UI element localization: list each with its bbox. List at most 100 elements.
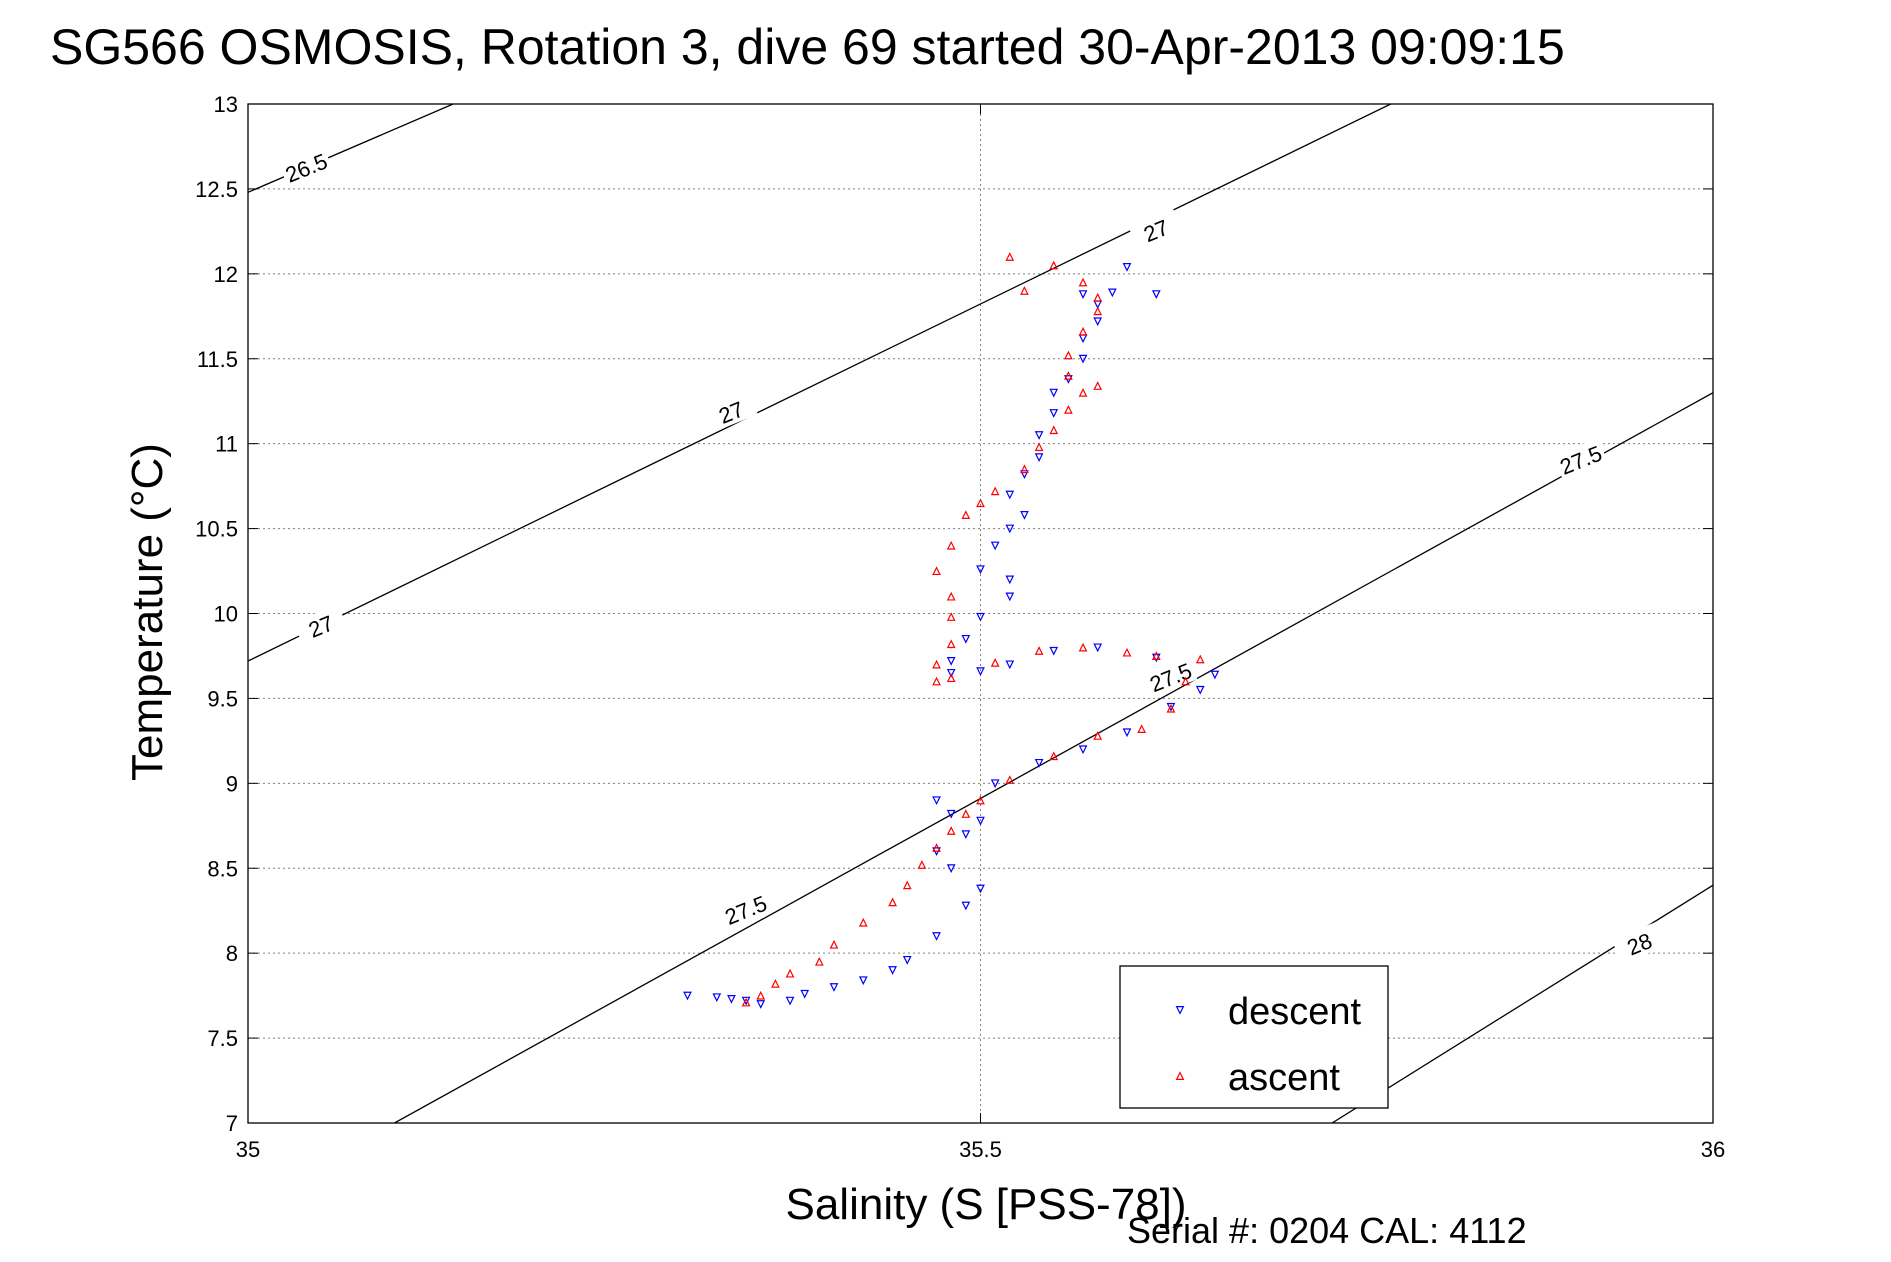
descent-point (712, 993, 722, 1003)
ascent-point (771, 978, 780, 988)
descent-point (932, 932, 941, 941)
serial-cal-footer: Serial #: 0204 CAL: 4112 (1127, 1210, 1527, 1251)
y-tick-label: 9.5 (207, 686, 238, 711)
ascent-point (785, 968, 795, 978)
descent-point (1195, 685, 1205, 695)
ascent-point (888, 897, 897, 907)
contour-line-26.5 (248, 104, 454, 193)
ascent-point (1093, 731, 1103, 740)
y-tick-label: 12.5 (195, 177, 238, 202)
ascent-point (1020, 464, 1029, 474)
ascent-point (741, 997, 751, 1007)
marker-group (683, 252, 1220, 1009)
contour-label-background (293, 604, 348, 647)
ascent-point (1064, 404, 1073, 414)
descent-point (1078, 745, 1088, 755)
y-tick-label: 8 (226, 941, 238, 966)
descent-point (1005, 660, 1015, 670)
descent-point (976, 816, 985, 826)
ascent-point (1049, 260, 1059, 270)
ascent-point (932, 843, 941, 852)
descent-point (976, 884, 985, 894)
legend-label-descent: descent (1228, 991, 1362, 1033)
ascent-point (946, 591, 956, 601)
descent-point (1005, 575, 1015, 585)
descent-point (1093, 643, 1103, 653)
descent-point (800, 989, 810, 999)
contour-label-group: 27.5 (1553, 437, 1608, 480)
legend-marker-ascent (1175, 1071, 1185, 1081)
ascent-point (946, 673, 956, 683)
contour-label-group: 27 (703, 390, 758, 433)
ascent-point (932, 676, 941, 686)
descent-point (1166, 702, 1176, 712)
legend-box (1119, 965, 1389, 1109)
ascent-point (1181, 676, 1190, 686)
descent-point (1151, 290, 1161, 299)
descent-point (1093, 317, 1103, 327)
descent-point (1049, 388, 1059, 398)
ascent-point (1078, 277, 1088, 287)
ascent-point (976, 498, 985, 508)
descent-point (976, 612, 985, 622)
contour-label-background (718, 887, 773, 930)
contour-label-background (278, 145, 333, 188)
contour-label-background (1553, 437, 1608, 480)
ascent-point (1034, 442, 1044, 452)
descent-point (1049, 409, 1059, 418)
ascent-point (1078, 642, 1088, 652)
descent-point (990, 779, 1000, 789)
x-tick-label: 36 (1701, 1137, 1725, 1162)
ascent-point (1137, 724, 1147, 733)
ascent-point (1078, 326, 1088, 336)
contour-line-27.5 (394, 392, 1713, 1123)
y-tick-label: 11 (215, 432, 238, 457)
ascent-point (946, 612, 956, 621)
ascent-point (961, 510, 971, 519)
descent-point (976, 667, 985, 676)
descent-point (741, 996, 751, 1006)
descent-point (1034, 431, 1044, 440)
y-tick-label: 10 (214, 602, 238, 627)
ascent-point (946, 826, 956, 835)
ascent-point (902, 880, 912, 890)
x-tick-label: 35.5 (959, 1137, 1002, 1162)
y-tick-label: 7 (226, 1111, 238, 1136)
ascent-point (990, 486, 1000, 496)
ascent-point (1005, 775, 1015, 784)
descent-point (1049, 646, 1059, 656)
descent-point (976, 565, 985, 575)
contour-label-background (1128, 208, 1183, 251)
descent-point (1020, 510, 1029, 520)
x-tick-label: 35 (236, 1137, 260, 1162)
ascent-point (1005, 252, 1015, 261)
ascent-point (961, 809, 971, 818)
descent-point (1034, 758, 1044, 768)
contour-label-background (1143, 655, 1198, 698)
descent-point (1005, 524, 1015, 534)
descent-point (902, 955, 912, 965)
descent-point (946, 657, 956, 666)
ascent-point (829, 939, 839, 949)
ascent-point (976, 795, 985, 805)
descent-point (785, 996, 795, 1006)
y-tick-label: 11.5 (197, 347, 238, 372)
legend-label-ascent: ascent (1228, 1057, 1340, 1099)
ascent-point (1064, 350, 1073, 360)
ascent-point (946, 639, 956, 649)
descent-point (961, 634, 971, 644)
ascent-point (932, 566, 941, 576)
ascent-point (946, 540, 956, 550)
y-tick-label: 13 (214, 92, 238, 117)
descent-point (1107, 288, 1117, 298)
descent-point (1210, 670, 1220, 680)
ascent-point (932, 659, 941, 669)
descent-point (946, 668, 956, 678)
ascent-point (1064, 370, 1073, 380)
descent-point (756, 1000, 766, 1009)
ascent-point (990, 658, 1000, 667)
ascent-point (1078, 387, 1088, 397)
descent-point (961, 901, 971, 911)
y-tick-label: 12 (214, 262, 238, 287)
